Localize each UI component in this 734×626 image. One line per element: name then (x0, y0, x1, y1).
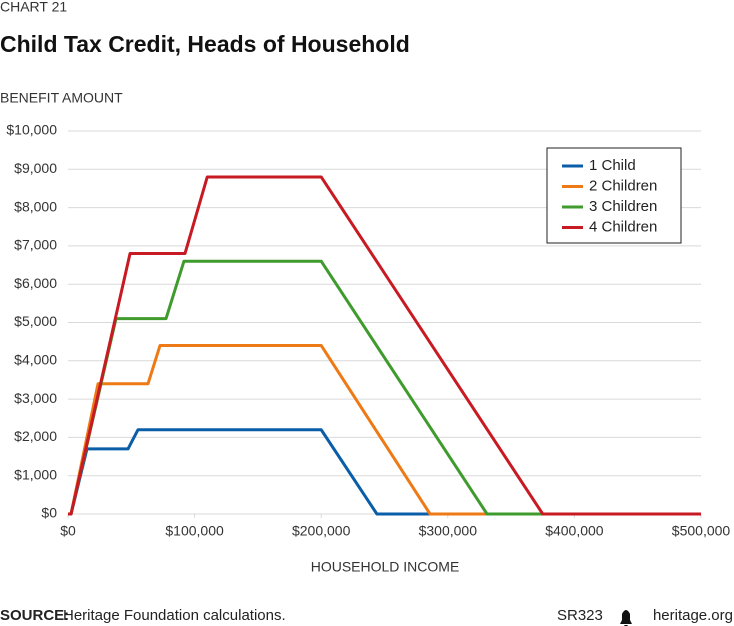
chart-title: Child Tax Credit, Heads of Household (0, 31, 410, 57)
legend-label: 4 Children (589, 218, 657, 235)
site: heritage.org (653, 607, 733, 624)
series-line (68, 175, 701, 516)
legend-label: 1 Child (589, 157, 636, 174)
y-tick-label: $4,000 (14, 352, 57, 368)
x-tick-label: $200,000 (292, 523, 351, 539)
x-tick-label: $300,000 (419, 523, 478, 539)
ticks: $0 $1,000 $2,000 $3,000 $4,000 $5,000 $6,000 $7… (6, 122, 730, 539)
x-tick-label: $0 (60, 523, 76, 539)
x-tick-label: $500,000 (672, 523, 731, 539)
bell-icon (620, 610, 632, 626)
source-label: SOURCE: (0, 607, 69, 624)
y-axis-label: BENEFIT AMOUNT (0, 90, 123, 106)
x-tick-label: $400,000 (545, 523, 604, 539)
report-id: SR323 (557, 607, 603, 624)
y-tick-label: $10,000 (6, 122, 57, 138)
y-tick-label: $9,000 (14, 160, 57, 176)
legend-label: 2 Children (589, 177, 657, 194)
legend: 1 Child 2 Children 3 Children 4 Children (546, 147, 682, 244)
x-tick-label: $100,000 (165, 523, 224, 539)
legend-label: 3 Children (589, 198, 657, 215)
y-tick-label: $8,000 (14, 198, 57, 214)
lines (68, 175, 701, 516)
y-tick-label: $5,000 (14, 313, 57, 329)
y-tick-label: $0 (41, 505, 57, 521)
source-text: Heritage Foundation calculations. (63, 607, 286, 624)
y-tick-label: $2,000 (14, 428, 57, 444)
y-tick-label: $7,000 (14, 237, 57, 253)
y-tick-label: $6,000 (14, 275, 57, 291)
y-tick-label: $3,000 (14, 390, 57, 406)
x-axis-label: HOUSEHOLD INCOME (311, 559, 460, 575)
y-tick-label: $1,000 (14, 466, 57, 482)
chart-label: CHART 21 (0, 0, 67, 15)
